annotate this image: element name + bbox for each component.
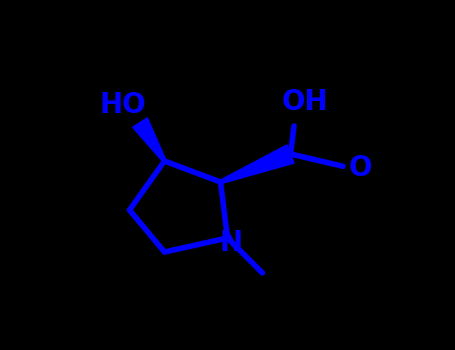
Polygon shape [132, 118, 166, 162]
Polygon shape [220, 145, 294, 184]
Text: OH: OH [281, 88, 328, 116]
Text: N: N [219, 229, 243, 257]
Text: O: O [349, 154, 372, 182]
Text: HO: HO [99, 91, 146, 119]
